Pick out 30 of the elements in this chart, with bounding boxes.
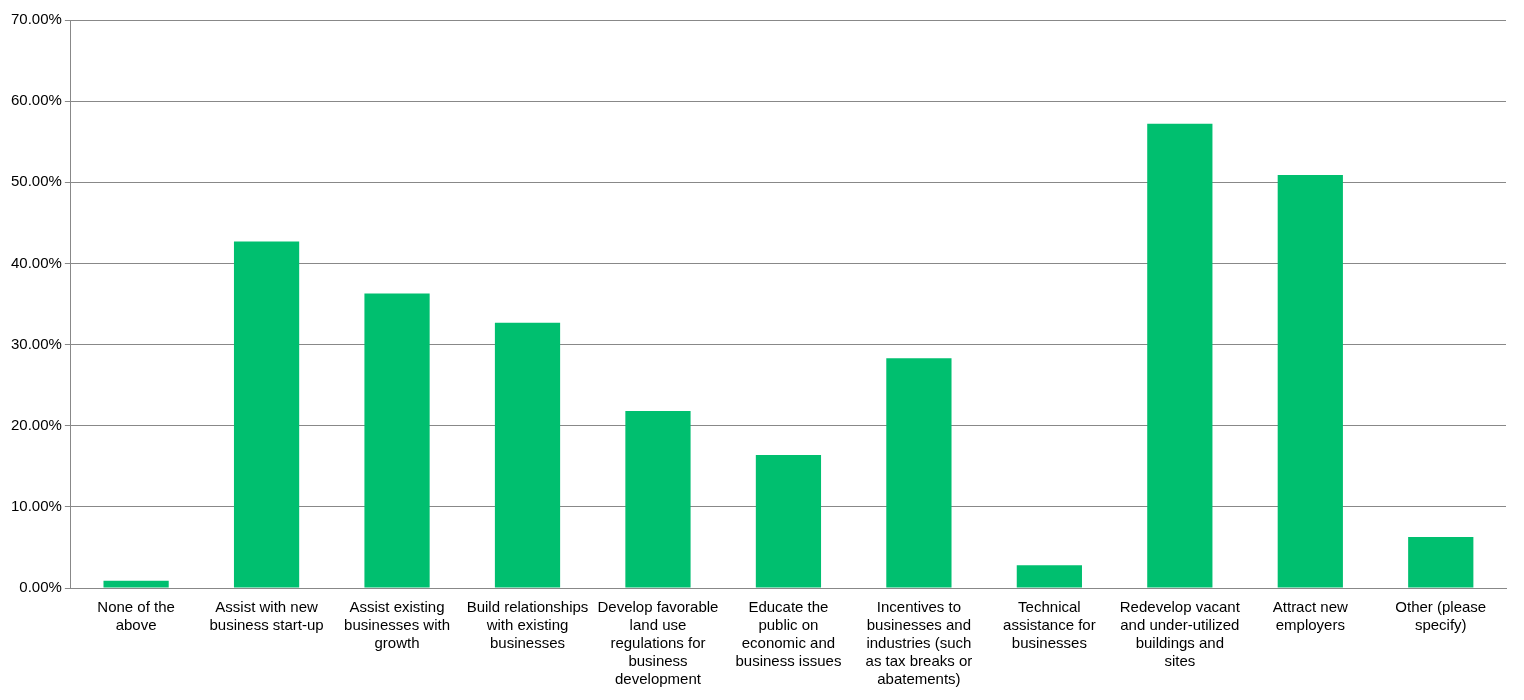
bar — [886, 358, 952, 588]
x-tick-label: Assist existing businesses with growth — [344, 598, 450, 652]
bar — [494, 322, 561, 588]
bar — [1408, 536, 1474, 588]
y-tick-label: 10.00% — [11, 497, 62, 514]
x-tick-label: Redevelop vacant and under-utilized buildings and sites — [1119, 598, 1241, 670]
bar — [755, 454, 822, 588]
x-tick-label: Assist with new business start-up — [209, 598, 324, 634]
x-tick-label: Educate the public on economic and business issues — [735, 598, 842, 670]
bar — [1016, 565, 1082, 588]
bar — [103, 580, 169, 588]
x-tick-label: Develop favorable land use regulations for business development — [597, 598, 719, 688]
bar — [364, 293, 430, 588]
bar — [1147, 123, 1213, 588]
y-tick-label: 30.00% — [11, 334, 62, 352]
x-tick-label: None of the above — [97, 598, 175, 634]
bar — [233, 241, 300, 588]
y-tick-label: 0.00% — [19, 578, 62, 596]
y-tick-label: 50.00% — [11, 172, 62, 190]
y-tick-label: 70.00% — [11, 10, 62, 28]
y-tick-label: 60.00% — [11, 91, 62, 109]
x-tick-label: Technical assistance for businesses — [1003, 598, 1096, 652]
bar — [625, 411, 691, 588]
y-tick-label: 40.00% — [11, 253, 62, 271]
x-tick-label: Incentives to businesses and industries (such as tax breaks or abatements) — [865, 598, 973, 688]
x-tick-label: Build relationships with existing businesses — [466, 598, 589, 652]
bar — [1277, 174, 1343, 588]
y-tick-label: 20.00% — [11, 415, 62, 433]
x-tick-label: Attract new employers — [1272, 598, 1348, 634]
x-tick-label: Other (please specify) — [1395, 598, 1487, 634]
